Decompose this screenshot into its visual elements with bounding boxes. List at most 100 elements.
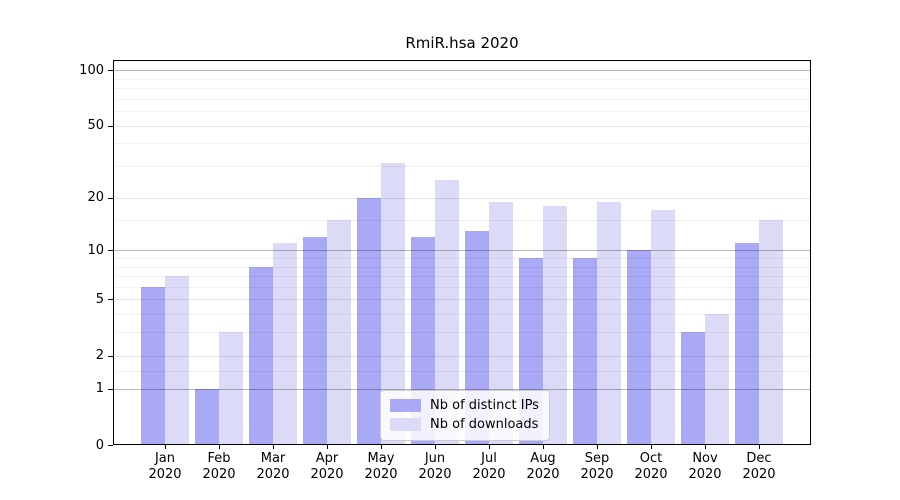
gridline-minor-90 — [114, 78, 810, 80]
x-tick-month: May — [367, 451, 395, 466]
bar-downloads-oct — [651, 210, 675, 445]
gridline-minor-70 — [114, 98, 810, 100]
y-tick-mark-5 — [108, 299, 113, 301]
x-tick-label-sep: Sep 2020 — [570, 451, 624, 483]
x-tick-year: 2020 — [418, 467, 452, 482]
y-tick-mark-2 — [108, 355, 113, 357]
gridline-minor-7 — [114, 276, 810, 277]
bar-distinct-ips-sep — [573, 257, 597, 445]
x-tick-year: 2020 — [742, 467, 776, 482]
bar-distinct-ips-may — [357, 197, 381, 445]
gridline-20 — [114, 197, 810, 199]
x-tick-mark-nov — [705, 445, 706, 449]
legend-swatch-downloads — [390, 418, 421, 431]
x-tick-mark-sep — [597, 445, 598, 449]
bar-downloads-nov — [705, 314, 729, 445]
x-tick-label-jan: Jan 2020 — [138, 451, 192, 483]
bar-distinct-ips-nov — [681, 332, 705, 445]
gridline-minor-4 — [114, 314, 810, 316]
x-tick-month: Jul — [481, 451, 497, 466]
x-tick-label-jun: Jun 2020 — [408, 451, 462, 483]
bar-downloads-sep — [597, 201, 621, 445]
x-tick-year: 2020 — [634, 467, 668, 482]
x-tick-mark-dec — [759, 445, 760, 449]
x-tick-label-apr: Apr 2020 — [300, 451, 354, 483]
gridline-10 — [114, 250, 810, 252]
x-tick-mark-apr — [327, 445, 328, 449]
y-tick-mark-1 — [108, 388, 113, 390]
y-tick-label-50: 50 — [87, 118, 104, 133]
x-tick-label-dec: Dec 2020 — [732, 451, 786, 483]
legend-label-distinct-ips: Nb of distinct IPs — [430, 398, 539, 413]
gridline-minor-1.5 — [114, 370, 810, 372]
x-tick-month: Feb — [207, 451, 231, 466]
y-tick-label-20: 20 — [87, 190, 104, 206]
gridline-minor-80 — [114, 87, 810, 89]
y-tick-label-1: 1 — [95, 381, 104, 397]
x-tick-label-jul: Jul 2020 — [462, 451, 516, 483]
y-tick-label-2: 2 — [95, 348, 104, 364]
legend: Nb of distinct IPs Nb of downloads — [380, 390, 550, 441]
x-tick-month: Aug — [530, 451, 556, 466]
gridline-5 — [114, 299, 810, 301]
x-tick-year: 2020 — [526, 467, 560, 482]
gridline-50 — [114, 125, 810, 127]
x-tick-month: Oct — [639, 451, 663, 466]
x-tick-mark-mar — [273, 445, 274, 449]
x-tick-mark-jan — [165, 445, 166, 449]
x-tick-mark-jul — [489, 445, 490, 449]
x-tick-label-feb: Feb 2020 — [192, 451, 246, 483]
bar-downloads-dec — [759, 219, 783, 445]
bar-distinct-ips-jan — [141, 286, 165, 445]
bar-distinct-ips-apr — [303, 236, 327, 445]
gridline-minor-15 — [114, 219, 810, 221]
x-tick-label-aug: Aug 2020 — [516, 451, 570, 483]
bar-distinct-ips-dec — [735, 243, 759, 445]
y-tick-mark-20 — [108, 197, 113, 199]
x-tick-label-oct: Oct 2020 — [624, 451, 678, 483]
x-tick-month: Jun — [424, 451, 446, 466]
gridline-minor-8 — [114, 266, 810, 268]
x-tick-mark-feb — [219, 445, 220, 449]
x-tick-year: 2020 — [364, 467, 398, 482]
x-tick-year: 2020 — [472, 467, 506, 482]
x-tick-year: 2020 — [310, 467, 344, 482]
legend-entry-distinct-ips: Nb of distinct IPs — [390, 396, 539, 415]
y-tick-label-100: 100 — [79, 62, 104, 78]
y-tick-mark-50 — [108, 125, 113, 127]
x-tick-year: 2020 — [202, 467, 236, 482]
gridline-minor-9 — [114, 257, 810, 259]
chart-title: RmiR.hsa 2020 — [405, 34, 519, 52]
gridline-minor-3 — [114, 332, 810, 334]
bar-downloads-jan — [165, 276, 189, 445]
bar-downloads-mar — [273, 243, 297, 445]
y-tick-mark-100 — [108, 70, 113, 71]
y-tick-label-10: 10 — [87, 242, 104, 258]
bar-distinct-ips-mar — [249, 266, 273, 445]
x-tick-label-nov: Nov 2020 — [678, 451, 732, 483]
gridline-1 — [114, 388, 810, 390]
x-tick-mark-jun — [435, 445, 436, 449]
y-tick-label-0: 0 — [95, 437, 104, 453]
x-tick-label-mar: Mar 2020 — [246, 451, 300, 483]
x-tick-year: 2020 — [148, 467, 182, 482]
gridline-2 — [114, 355, 810, 357]
gridline-minor-30 — [114, 166, 810, 167]
x-tick-month: Dec — [746, 451, 772, 466]
x-tick-label-may: May 2020 — [354, 451, 408, 483]
bar-downloads-feb — [219, 332, 243, 445]
gridline-100 — [114, 70, 810, 71]
x-tick-mark-aug — [543, 445, 544, 449]
y-tick-label-5: 5 — [95, 291, 104, 307]
gridline-minor-60 — [114, 111, 810, 112]
bar-downloads-apr — [327, 219, 351, 445]
x-tick-year: 2020 — [256, 467, 290, 482]
x-tick-month: Jan — [154, 451, 176, 466]
legend-swatch-distinct-ips — [390, 399, 421, 412]
x-tick-mark-oct — [651, 445, 652, 449]
legend-entry-downloads: Nb of downloads — [390, 415, 539, 434]
x-tick-month: Sep — [584, 451, 610, 466]
x-tick-mark-may — [381, 445, 382, 449]
x-tick-year: 2020 — [688, 467, 722, 482]
